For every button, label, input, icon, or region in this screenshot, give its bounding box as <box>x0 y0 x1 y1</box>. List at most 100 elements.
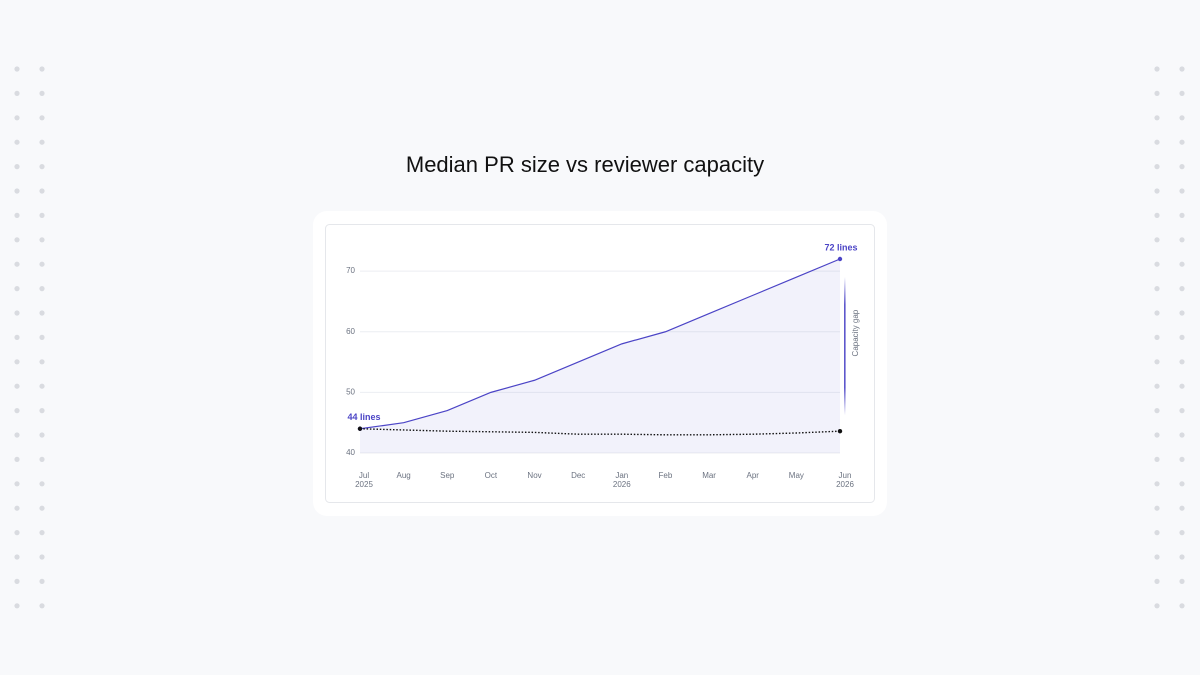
gap-annotation: Capacity gap <box>851 309 860 356</box>
x-tick-label: Oct <box>485 471 498 480</box>
dot <box>39 237 45 243</box>
dot <box>14 334 20 340</box>
dot <box>1179 432 1185 438</box>
dot <box>1179 603 1185 609</box>
dot <box>14 578 20 585</box>
dot <box>14 505 20 511</box>
dot <box>1154 432 1160 438</box>
dot <box>1154 603 1160 609</box>
dot <box>1179 164 1185 170</box>
x-tick-label: Feb <box>659 471 673 480</box>
dot <box>14 261 20 267</box>
dot <box>1154 334 1160 340</box>
dot <box>39 164 45 170</box>
line <box>359 428 841 436</box>
end-point <box>837 428 843 434</box>
x-tick-year: 2026 <box>613 480 631 489</box>
dot <box>1154 530 1160 536</box>
dot <box>1179 408 1185 414</box>
dot <box>1179 456 1185 462</box>
dot <box>1179 139 1185 145</box>
dot <box>1154 505 1160 511</box>
value-label: 44 lines <box>347 412 380 422</box>
x-tick-label: Dec <box>571 471 585 480</box>
dot <box>39 310 45 316</box>
dot <box>1179 530 1185 536</box>
dot <box>1179 334 1185 340</box>
x-tick-label: Apr <box>747 471 760 480</box>
dot <box>39 188 45 194</box>
dot <box>14 90 20 96</box>
dot <box>1154 481 1160 487</box>
dot <box>39 359 45 365</box>
dot <box>39 408 45 414</box>
dot <box>14 408 20 414</box>
dot <box>14 603 20 609</box>
dot <box>39 334 45 340</box>
dot <box>14 164 20 170</box>
dot <box>39 578 45 585</box>
y-tick-label: 60 <box>346 327 355 336</box>
chart-title: Median PR size vs reviewer capacity <box>406 152 764 177</box>
dot <box>1179 505 1185 511</box>
dot <box>1154 115 1160 121</box>
gap-bar <box>844 277 846 416</box>
dot <box>39 530 45 536</box>
dot <box>39 481 45 487</box>
dot <box>14 530 20 536</box>
dot <box>1154 90 1160 96</box>
dot <box>1179 286 1185 292</box>
end-point <box>837 256 843 262</box>
dot <box>1179 310 1185 316</box>
value-label: 72 lines <box>824 242 857 252</box>
dot <box>14 212 20 218</box>
dot <box>14 554 20 560</box>
y-tick-label: 70 <box>346 266 355 275</box>
x-tick-label: Aug <box>397 471 411 480</box>
dot <box>39 139 45 145</box>
chart-frame <box>325 224 875 503</box>
dot <box>1179 212 1185 218</box>
dot <box>1179 90 1185 96</box>
area <box>360 259 840 453</box>
dot <box>1154 212 1160 218</box>
dot <box>1154 139 1160 145</box>
dot <box>14 237 20 243</box>
dot <box>39 383 45 389</box>
dot <box>39 90 45 96</box>
dot <box>39 66 45 72</box>
x-tick-label: Nov <box>527 471 541 480</box>
x-tick-year: 2025 <box>355 480 373 489</box>
x-tick-label: May <box>789 471 804 480</box>
dot <box>14 310 20 316</box>
dot <box>39 554 45 560</box>
dot <box>14 456 20 462</box>
dot <box>1154 164 1160 170</box>
dot <box>39 115 45 121</box>
dot <box>1179 554 1185 560</box>
dot <box>1154 188 1160 194</box>
dot <box>39 212 45 218</box>
dot <box>39 261 45 267</box>
dot <box>1154 261 1160 267</box>
dot <box>14 188 20 194</box>
dot <box>1179 188 1185 194</box>
dot <box>14 359 20 365</box>
dot <box>39 286 45 292</box>
dot <box>14 432 20 438</box>
dot <box>1154 237 1160 243</box>
dot <box>14 383 20 389</box>
dot <box>1179 383 1185 389</box>
dot <box>1179 66 1185 72</box>
dot <box>1154 408 1160 414</box>
dot <box>14 286 20 292</box>
dot <box>1154 286 1160 292</box>
x-tick-year: 2026 <box>836 480 854 489</box>
dot <box>1154 310 1160 316</box>
x-tick-label: Sep <box>440 471 455 480</box>
dot <box>39 432 45 438</box>
dot <box>14 66 20 72</box>
y-tick-label: 40 <box>346 448 355 457</box>
